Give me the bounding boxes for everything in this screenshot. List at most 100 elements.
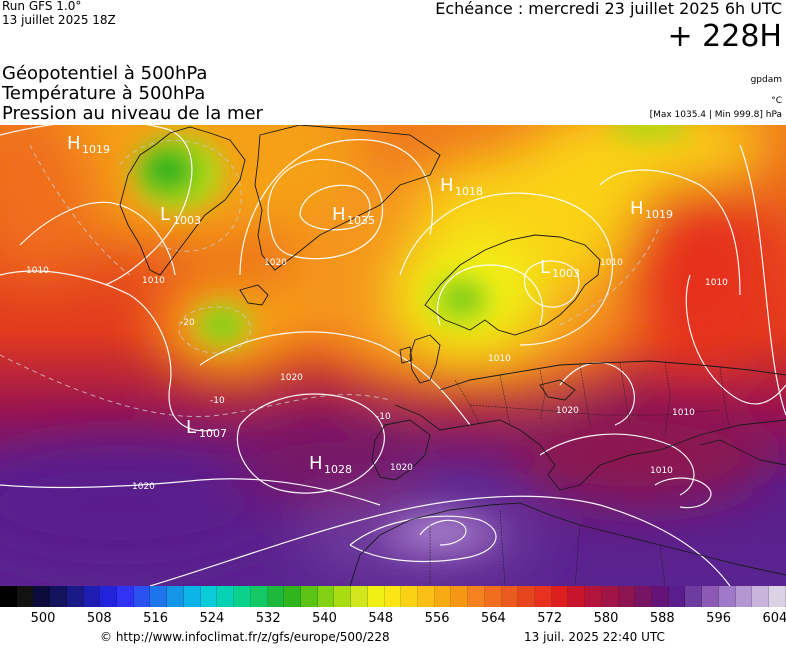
- isobar-label: 1010: [600, 258, 623, 268]
- color-scale-cell: [752, 586, 770, 607]
- color-scale-cell: [100, 586, 118, 607]
- color-scale-tick-label: 564: [480, 611, 506, 626]
- color-scale-cell: [150, 586, 168, 607]
- color-scale-tick-label: 532: [255, 611, 281, 626]
- weather-map-canvas: H 1019 L 1003 H 1035 H 1018 H 1019 L 100…: [0, 125, 786, 586]
- pressure-centers: H 1019 L 1003 H 1035 H 1018 H 1019 L 100…: [67, 133, 673, 476]
- isobar-label: 1010: [705, 278, 728, 288]
- pressure-center-high-3: H 1018: [440, 175, 483, 198]
- center-value: 1035: [347, 214, 375, 227]
- center-letter: L: [160, 204, 170, 225]
- weather-map: H 1019 L 1003 H 1035 H 1018 H 1019 L 100…: [0, 125, 786, 586]
- color-scale-cell: [351, 586, 368, 607]
- color-scale-tick-label: 508: [86, 611, 112, 626]
- center-value: 1019: [645, 208, 673, 221]
- center-letter: H: [630, 198, 644, 219]
- isotherm-label: -10: [376, 412, 391, 422]
- color-scale-cell: [0, 586, 17, 607]
- center-letter: H: [332, 204, 346, 225]
- color-scale-tick-label: 524: [199, 611, 225, 626]
- color-scale-cell: [451, 586, 469, 607]
- color-scale-cell: [83, 586, 101, 607]
- pressure-center-high-2: H 1035: [332, 204, 375, 227]
- color-scale-cell: [551, 586, 569, 607]
- color-scale-cell: [334, 586, 352, 607]
- color-scale-cell: [702, 586, 719, 607]
- color-scale-cell: [518, 586, 535, 607]
- color-scale-cell: [568, 586, 586, 607]
- source-url: © http://www.infoclimat.fr/z/gfs/europe/…: [100, 630, 390, 644]
- parameter-pressure: Pression au niveau de la mer: [2, 103, 263, 124]
- color-scale-cell: [484, 586, 502, 607]
- generation-timestamp: 13 juil. 2025 22:40 UTC: [524, 630, 665, 644]
- country-borders: [429, 361, 731, 586]
- color-scale-tick-label: 604: [762, 611, 786, 626]
- center-value: 1028: [324, 463, 352, 476]
- center-letter: L: [186, 417, 196, 438]
- color-scale-cell: [200, 586, 218, 607]
- coastlines: [119, 125, 786, 586]
- isotherm-label: -20: [180, 318, 195, 328]
- color-scale-cell: [417, 586, 435, 607]
- color-scale-cell: [234, 586, 251, 607]
- color-scale-cell: [601, 586, 619, 607]
- isobar-label: 1010: [142, 276, 165, 286]
- color-scale-cell: [401, 586, 418, 607]
- isobars: [0, 125, 786, 586]
- center-letter: H: [440, 175, 454, 196]
- center-letter: L: [540, 257, 550, 278]
- color-scale-cell: [33, 586, 51, 607]
- pressure-center-high-1: H 1019: [67, 133, 110, 156]
- pressure-center-low-3: L 1007: [186, 417, 227, 440]
- color-scale-cell: [652, 586, 669, 607]
- center-value: 1007: [199, 427, 227, 440]
- temperature-isotherms: [0, 139, 661, 418]
- center-letter: H: [309, 453, 323, 474]
- color-scale-tick-label: 516: [143, 611, 169, 626]
- color-scale-tick-label: 572: [537, 611, 563, 626]
- pressure-center-high-4: H 1019: [630, 198, 673, 221]
- isobar-label: 1020: [132, 482, 155, 492]
- color-scale-cell: [50, 586, 67, 607]
- color-scale-cell: [300, 586, 318, 607]
- color-scale-cell: [718, 586, 736, 607]
- color-scale-cell: [585, 586, 602, 607]
- color-scale-cell: [16, 586, 34, 607]
- isobar-label: 1010: [26, 266, 49, 276]
- unit-geopotential: gpdam: [750, 75, 782, 85]
- color-scale-cell: [250, 586, 268, 607]
- color-scale-cell: [183, 586, 201, 607]
- pressure-center-low-1: L 1003: [160, 204, 201, 227]
- color-scale-cell: [367, 586, 385, 607]
- isobar-label: 1020: [390, 463, 413, 473]
- parameter-geopotential: Géopotentiel à 500hPa: [2, 63, 208, 84]
- isobar-label: 1010: [650, 466, 673, 476]
- unit-temperature: °C: [771, 96, 782, 106]
- isobar-label: 1020: [556, 406, 579, 416]
- isobar-label: 1020: [264, 258, 287, 268]
- color-scale-cell: [66, 586, 84, 607]
- isobar-labels: 1010 1010 1020 1020 1010 1020 1020 1020 …: [26, 258, 728, 492]
- isobar-label: 1020: [280, 373, 303, 383]
- center-value: 1003: [552, 267, 580, 280]
- color-scale-cell: [635, 586, 653, 607]
- color-scale-cell: [434, 586, 452, 607]
- color-scale-cell: [267, 586, 285, 607]
- isotherm-labels: -20 -10 -10: [180, 318, 391, 422]
- color-scale-cell: [133, 586, 151, 607]
- color-scale-cell: [668, 586, 686, 607]
- color-scale-cell: [685, 586, 703, 607]
- color-scale-tick-label: 588: [649, 611, 675, 626]
- color-scale-cell: [769, 586, 786, 607]
- center-value: 1019: [82, 143, 110, 156]
- isotherm-label: -10: [210, 396, 225, 406]
- forecast-valid-time: Echéance : mercredi 23 juillet 2025 6h U…: [435, 0, 782, 18]
- center-value: 1003: [173, 214, 201, 227]
- color-scale-cell: [167, 586, 184, 607]
- center-letter: H: [67, 133, 81, 154]
- color-scale-tick-label: 596: [706, 611, 732, 626]
- color-scale-cell: [501, 586, 519, 607]
- color-scale-cell: [735, 586, 753, 607]
- parameter-temperature: Température à 500hPa: [2, 83, 206, 104]
- color-scale-cell: [468, 586, 485, 607]
